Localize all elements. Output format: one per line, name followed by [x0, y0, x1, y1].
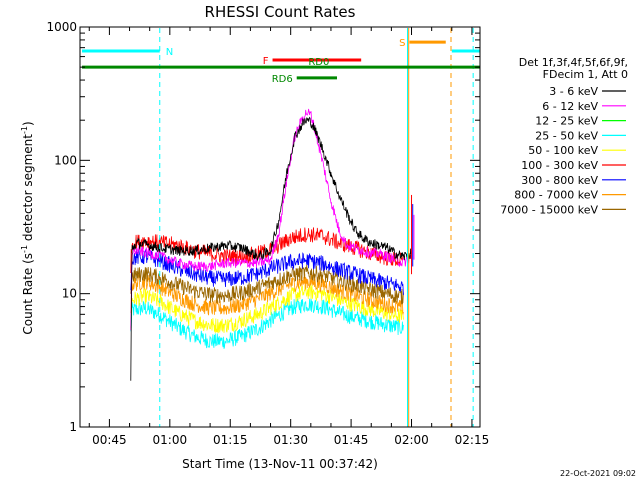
- x-tick-label: 00:45: [92, 433, 127, 447]
- flag-bars: N S F RD0 RD6: [82, 38, 480, 85]
- y-tick-label: 1000: [46, 20, 77, 34]
- legend-header-line: FDecim 1, Att 0: [543, 68, 628, 81]
- plot-frame: [79, 26, 481, 428]
- flag-label-s: S: [399, 38, 405, 49]
- flag-label-rd6: RD6: [272, 74, 293, 85]
- series-layer: [130, 108, 415, 381]
- axes: 00:45 01:00 01:15 01:30 01:45 02:00 02:15 1 10 10…: [46, 20, 489, 447]
- series-line-25-50-kev: [130, 297, 404, 349]
- y-axis-label-sup1: -1: [20, 245, 29, 253]
- legend-label: 25 - 50 keV: [535, 129, 598, 142]
- x-tick-label: 01:15: [213, 433, 248, 447]
- legend-label: 800 - 7000 keV: [514, 189, 598, 202]
- flag-label-n: N: [166, 47, 173, 58]
- y-axis-label-main: Count Rate (s: [21, 253, 35, 335]
- y-axis-label-mid: detector segment: [21, 134, 35, 245]
- y-tick-label: 100: [54, 153, 77, 167]
- y-tick-label: 10: [62, 287, 77, 301]
- x-axis-label: Start Time (13-Nov-11 00:37:42): [182, 457, 378, 471]
- legend-label: 50 - 100 keV: [528, 144, 598, 157]
- series-line-800-7000-kev: [130, 273, 404, 316]
- series-line-3-6-kev: [130, 116, 412, 381]
- y-axis-label-sup2: -1: [20, 126, 29, 134]
- chart-title: RHESSI Count Rates: [205, 3, 356, 21]
- series-line-6-12-kev: [130, 108, 412, 331]
- legend-label: 12 - 25 keV: [535, 115, 598, 128]
- flag-label-rd0: RD0: [308, 57, 329, 68]
- legend-label: 6 - 12 keV: [542, 100, 598, 113]
- legend: Det 1f,3f,4f,5f,6f,9f,FDecim 1, Att 0 3 -…: [500, 56, 628, 216]
- y-tick-label: 1: [69, 420, 77, 434]
- legend-label: 7000 - 15000 keV: [500, 203, 598, 216]
- x-tick-label: 02:00: [394, 433, 429, 447]
- footer-timestamp: 22-Oct-2021 09:02: [560, 469, 636, 478]
- series-line-100-300-kev: [130, 227, 404, 274]
- legend-label: 100 - 300 keV: [521, 159, 598, 172]
- flag-label-f: F: [263, 56, 269, 67]
- series-line-7000-15000-kev: [130, 264, 404, 305]
- y-axis-label-end: ): [21, 121, 35, 126]
- y-axis-label: Count Rate (s-1 detector segment-1): [20, 121, 35, 334]
- legend-label: 300 - 800 keV: [521, 174, 598, 187]
- series-line-50-100-kev: [130, 283, 404, 334]
- vertical-lines: [159, 28, 474, 427]
- x-tick-label: 01:00: [153, 433, 188, 447]
- x-tick-label: 02:15: [455, 433, 490, 447]
- legend-label: 3 - 6 keV: [549, 85, 598, 98]
- legend-header-line: Det 1f,3f,4f,5f,6f,9f,: [519, 56, 628, 69]
- x-tick-label: 01:30: [273, 433, 308, 447]
- x-tick-label: 01:45: [334, 433, 369, 447]
